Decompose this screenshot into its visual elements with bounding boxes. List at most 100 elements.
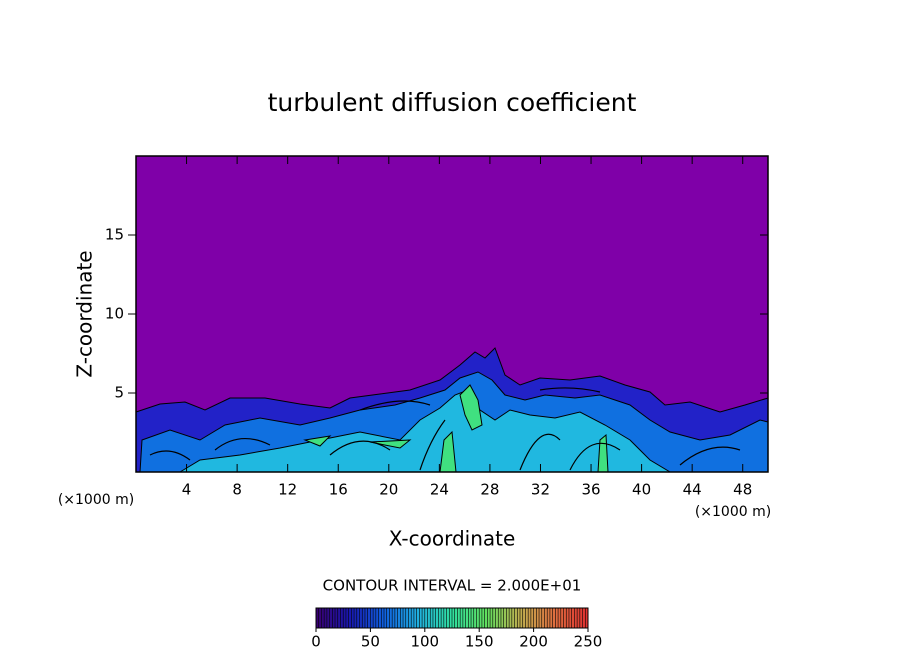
colorbar-stripe bbox=[435, 608, 439, 628]
x-tick-label: 4 bbox=[182, 481, 192, 499]
colorbar-stripe bbox=[340, 608, 344, 628]
colorbar-stripe bbox=[465, 608, 469, 628]
colorbar-stripe bbox=[476, 608, 480, 628]
colorbar-stripe bbox=[454, 608, 458, 628]
colorbar-stripe bbox=[430, 608, 433, 628]
y-tick-label: 5 bbox=[114, 384, 124, 402]
colorbar-stripe bbox=[544, 608, 548, 628]
y-tick-label: 10 bbox=[105, 305, 124, 323]
colorbar-stripe bbox=[316, 608, 319, 628]
colorbar-stripe bbox=[495, 608, 499, 628]
colorbar-stripe bbox=[552, 608, 556, 628]
y-axis-label: Z-coordinate bbox=[73, 250, 97, 377]
colorbar-stripe bbox=[460, 608, 463, 628]
colorbar-stripe bbox=[473, 608, 477, 628]
colorbar-stripe bbox=[558, 608, 561, 628]
colorbar-stripe bbox=[487, 608, 491, 628]
colorbar-stripe bbox=[449, 608, 452, 628]
colorbar-stripe bbox=[408, 608, 412, 628]
colorbar-tick-label: 50 bbox=[361, 633, 380, 651]
colorbar-stripe bbox=[517, 608, 520, 628]
colorbar-stripe bbox=[375, 608, 379, 628]
colorbar-tick-label: 150 bbox=[465, 633, 494, 651]
colorbar-stripe bbox=[568, 608, 572, 628]
x-unit-label: (×1000 m) bbox=[58, 492, 134, 508]
colorbar-stripe bbox=[438, 608, 442, 628]
colorbar-stripe bbox=[441, 608, 444, 628]
colorbar-tick-label: 250 bbox=[574, 633, 603, 651]
colorbar-stripe bbox=[498, 608, 501, 628]
colorbar-stripe bbox=[579, 608, 583, 628]
colorbar-stripe bbox=[400, 608, 404, 628]
colorbar-stripe bbox=[332, 608, 336, 628]
colorbar-stripe bbox=[563, 608, 567, 628]
colorbar-stripe bbox=[471, 608, 474, 628]
colorbar-stripe bbox=[364, 608, 368, 628]
colorbar-stripe bbox=[367, 608, 371, 628]
colorbar-stripe bbox=[403, 608, 406, 628]
colorbar-stripe bbox=[457, 608, 461, 628]
x-tick-label: 20 bbox=[379, 481, 398, 499]
x-unit-label: (×1000 m) bbox=[695, 504, 771, 520]
colorbar-stripe bbox=[318, 608, 322, 628]
colorbar-stripe bbox=[479, 608, 482, 628]
colorbar-stripe bbox=[560, 608, 564, 628]
colorbar-stripe bbox=[432, 608, 436, 628]
colorbar-stripe bbox=[381, 608, 384, 628]
colorbar-stripe bbox=[530, 608, 534, 628]
x-tick-label: 36 bbox=[581, 481, 600, 499]
x-tick-label: 28 bbox=[480, 481, 499, 499]
colorbar-stripe bbox=[378, 608, 382, 628]
field-region bbox=[303, 384, 609, 473]
colorbar-stripe bbox=[525, 608, 529, 628]
colorbar-stripe bbox=[533, 608, 537, 628]
colorbar-stripe bbox=[351, 608, 355, 628]
chart-title: turbulent diffusion coefficient bbox=[268, 88, 637, 117]
colorbar-stripe bbox=[348, 608, 352, 628]
colorbar-stripe bbox=[362, 608, 365, 628]
colorbar-stripe bbox=[585, 608, 588, 628]
colorbar-stripe bbox=[452, 608, 455, 628]
colorbar-stripe bbox=[509, 608, 512, 628]
colorbar-stripe bbox=[506, 608, 510, 628]
colorbar-stripe bbox=[503, 608, 507, 628]
x-tick-label: 32 bbox=[531, 481, 550, 499]
x-tick-label: 12 bbox=[278, 481, 297, 499]
colorbar-stripe bbox=[490, 608, 493, 628]
colorbar-stripe bbox=[468, 608, 472, 628]
contour-interval: CONTOUR INTERVAL = 2.000E+01 bbox=[323, 577, 582, 595]
colorbar-tick-label: 200 bbox=[519, 633, 548, 651]
colorbar-stripe bbox=[462, 608, 466, 628]
colorbar-stripe bbox=[571, 608, 575, 628]
colorbar-stripe bbox=[337, 608, 341, 628]
colorbar-stripe bbox=[416, 608, 420, 628]
y-tick-label: 15 bbox=[105, 226, 124, 244]
colorbar-stripe bbox=[324, 608, 327, 628]
colorbar-stripe bbox=[419, 608, 423, 628]
contour-line bbox=[149, 387, 741, 471]
colorbar-stripe bbox=[326, 608, 330, 628]
colorbar-stripe bbox=[424, 608, 428, 628]
colorbar-stripe bbox=[329, 608, 333, 628]
colorbar-stripe bbox=[500, 608, 504, 628]
colorbar-stripe bbox=[386, 608, 390, 628]
colorbar-stripe bbox=[392, 608, 395, 628]
x-tick-label: 44 bbox=[683, 481, 702, 499]
colorbar-stripe bbox=[413, 608, 417, 628]
colorbar-stripe bbox=[373, 608, 376, 628]
colorbar-stripe bbox=[321, 608, 325, 628]
colorbar-stripe bbox=[574, 608, 578, 628]
colorbar-stripe bbox=[484, 608, 488, 628]
colorbar-stripe bbox=[582, 608, 586, 628]
colorbar-stripe bbox=[427, 608, 431, 628]
x-tick-label: 48 bbox=[733, 481, 752, 499]
x-tick-label: 24 bbox=[430, 481, 449, 499]
colorbar-stripe bbox=[566, 608, 569, 628]
colorbar-stripe bbox=[354, 608, 357, 628]
colorbar-stripe bbox=[511, 608, 515, 628]
colorbar-stripe bbox=[356, 608, 360, 628]
plot-area bbox=[135, 155, 769, 473]
colorbar-stripe bbox=[411, 608, 414, 628]
colorbar-stripe bbox=[522, 608, 526, 628]
